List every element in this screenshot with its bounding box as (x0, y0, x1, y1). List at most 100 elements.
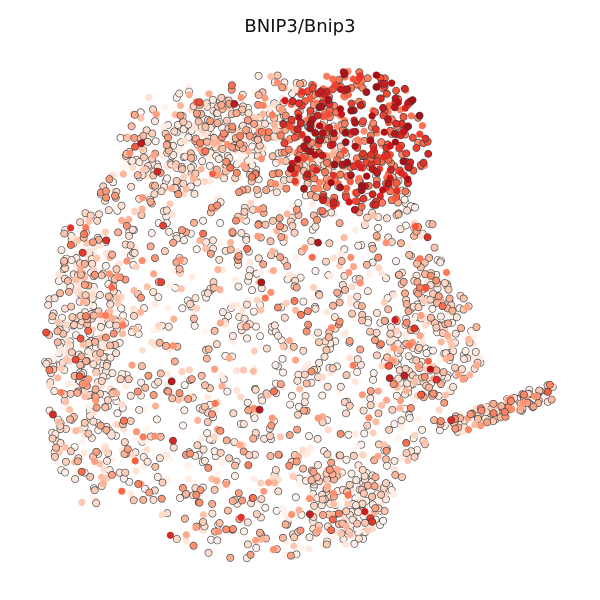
cell-point (320, 352, 329, 361)
cell-point (208, 410, 216, 419)
cell-point (95, 210, 103, 219)
cell-point (132, 263, 140, 271)
cell-point (296, 79, 304, 88)
cell-point (203, 137, 211, 146)
cell-point (353, 519, 362, 528)
cell-point (150, 190, 159, 198)
cell-point (235, 158, 243, 166)
cell-point (330, 160, 339, 169)
cell-point (243, 334, 251, 343)
cell-point (206, 117, 215, 125)
cell-point (119, 170, 127, 178)
cell-point (343, 85, 351, 94)
cell-point (299, 406, 308, 415)
cell-point (153, 415, 161, 424)
cell-point (92, 447, 101, 456)
cell-point (400, 371, 409, 380)
cell-point (392, 257, 400, 266)
cell-point (365, 271, 374, 279)
cell-point (131, 207, 139, 215)
cell-point (189, 175, 198, 183)
cell-point (345, 198, 353, 206)
cell-point (213, 201, 222, 210)
cell-point (273, 79, 281, 87)
cell-point (293, 125, 302, 134)
cell-point (349, 451, 358, 460)
cell-point (398, 423, 406, 431)
cell-point (372, 168, 381, 177)
cell-point (73, 388, 82, 397)
cell-point (108, 250, 117, 259)
cell-point (174, 396, 183, 404)
cell-point (418, 122, 426, 130)
cell-point (422, 284, 430, 293)
cell-point (318, 391, 327, 400)
cell-point (329, 198, 338, 207)
cell-point (254, 254, 263, 263)
cell-point (323, 382, 332, 391)
cell-point (49, 410, 57, 419)
cell-point (163, 174, 171, 183)
cell-point (457, 324, 465, 333)
cell-point (366, 394, 375, 403)
cell-point (371, 201, 380, 209)
cell-point (142, 425, 150, 434)
cell-point (201, 147, 210, 156)
cell-point (402, 300, 411, 308)
cell-point (471, 347, 480, 356)
cell-point (356, 101, 365, 110)
cell-point (419, 158, 428, 167)
cell-point (353, 355, 362, 364)
cell-point (300, 142, 308, 151)
cell-point (182, 531, 190, 539)
cell-point (300, 218, 309, 227)
cell-point (448, 306, 457, 315)
cell-point (358, 391, 366, 399)
cell-point (114, 272, 122, 280)
cell-point (318, 495, 327, 504)
cell-point (201, 123, 210, 131)
cell-point (347, 99, 356, 108)
cell-point (245, 272, 253, 281)
cell-point (459, 294, 468, 303)
cell-point (436, 312, 445, 321)
cell-point (420, 372, 429, 381)
cell-point (259, 101, 267, 110)
cell-point (327, 526, 336, 534)
cell-point (404, 352, 413, 360)
cell-point (545, 380, 554, 389)
cell-point (294, 410, 302, 419)
cell-point (333, 288, 342, 297)
cell-point (79, 298, 87, 306)
cell-point (208, 500, 217, 508)
cell-point (60, 229, 69, 238)
cell-point (184, 462, 192, 470)
cell-point (327, 324, 336, 332)
cell-point (289, 342, 298, 351)
cell-point (287, 202, 296, 210)
cell-point (261, 220, 270, 229)
cell-point (426, 313, 435, 322)
cell-point (299, 446, 307, 454)
cell-point (93, 254, 101, 262)
cell-point (232, 367, 241, 375)
cell-point (252, 510, 261, 518)
cell-point (91, 270, 99, 279)
cell-point (342, 455, 351, 464)
cell-point (335, 317, 344, 326)
cell-point (292, 457, 301, 466)
cell-point (293, 376, 302, 385)
cell-point (385, 374, 394, 382)
cell-point (120, 163, 128, 171)
cell-point (210, 326, 219, 335)
cell-point (130, 287, 138, 295)
cell-point (157, 187, 166, 196)
cell-point (248, 286, 256, 295)
cell-point (193, 441, 202, 450)
cell-point (259, 260, 268, 269)
cell-point (400, 84, 409, 93)
cell-point (77, 467, 86, 476)
cell-point (178, 483, 187, 492)
cell-point (417, 390, 425, 399)
